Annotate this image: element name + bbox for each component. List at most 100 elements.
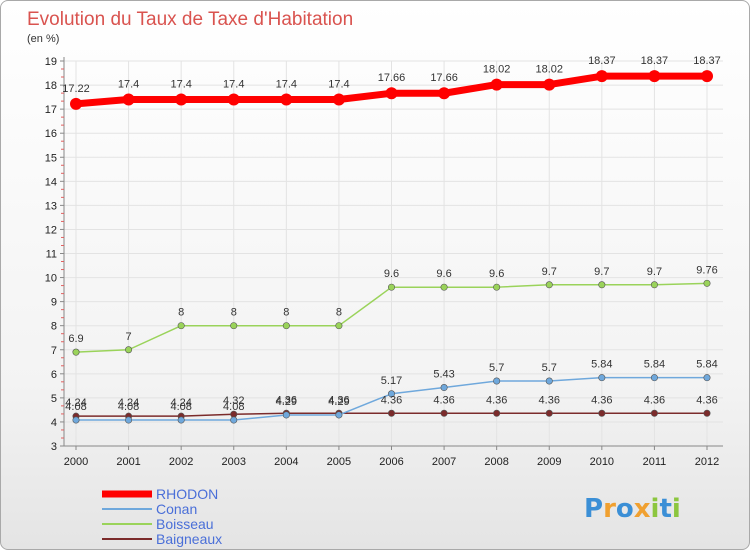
x-tick-label: 2000 — [64, 456, 88, 468]
data-label-boisseau: 7 — [126, 331, 132, 343]
data-point-boisseau — [598, 281, 606, 289]
y-tick-label: 10 — [45, 273, 57, 285]
data-label-conan: 5.7 — [542, 362, 557, 374]
data-label-boisseau: 9.6 — [489, 268, 504, 280]
data-point-rhodon — [438, 87, 451, 100]
data-label-boisseau: 9.6 — [384, 268, 399, 280]
data-point-rhodon — [701, 70, 713, 83]
y-tick-label: 11 — [46, 249, 57, 261]
data-label-rhodon: 18.37 — [693, 55, 721, 67]
data-label-rhodon: 17.4 — [170, 79, 191, 91]
data-labels: 4.24 4.24 4.24 4.32 4.36 4.36 4.36 4.36 4.36 4.36… — [62, 55, 721, 413]
logo-letter: o — [616, 494, 634, 524]
y-tick-label: 4 — [51, 417, 57, 429]
data-label-baigneaux: 4.36 — [381, 394, 402, 406]
data-point-rhodon — [490, 78, 503, 91]
data-point-baigneaux — [703, 409, 711, 417]
y-tick-label: 9 — [51, 297, 57, 309]
data-point-rhodon — [385, 87, 398, 100]
data-point-boisseau — [440, 283, 448, 291]
data-label-rhodon: 17.4 — [223, 79, 244, 91]
data-label-conan: 5.84 — [591, 359, 612, 371]
logo-letter: i — [672, 494, 681, 524]
y-tick-label: 14 — [45, 176, 57, 188]
y-tick-label: 15 — [45, 152, 57, 164]
x-tick-label: 2010 — [590, 456, 614, 468]
data-label-baigneaux: 4.36 — [486, 394, 507, 406]
data-point-boisseau — [703, 279, 711, 287]
data-point-conan — [335, 411, 343, 419]
x-tick-label: 2008 — [484, 456, 508, 468]
data-label-baigneaux: 4.36 — [591, 394, 612, 406]
data-label-conan: 5.7 — [489, 362, 504, 374]
y-tick-label: 3 — [51, 441, 57, 453]
data-label-rhodon: 17.4 — [118, 79, 139, 91]
data-label-boisseau: 8 — [231, 307, 237, 319]
data-label-rhodon: 18.02 — [483, 64, 511, 76]
legend-label-baigneaux: Baigneaux — [156, 531, 222, 547]
data-label-boisseau: 9.7 — [594, 266, 609, 278]
data-label-baigneaux: 4.36 — [328, 394, 349, 406]
data-point-conan — [230, 416, 238, 424]
data-point-boisseau — [335, 322, 343, 330]
y-tick-label: 19 — [45, 56, 57, 68]
data-label-boisseau: 9.76 — [696, 264, 717, 276]
data-label-baigneaux: 4.24 — [118, 397, 139, 409]
data-label-baigneaux: 4.24 — [170, 397, 191, 409]
data-label-conan: 4.08 — [65, 401, 86, 413]
data-label-conan: 4.29 — [328, 396, 349, 408]
data-label-boisseau: 6.9 — [68, 333, 83, 345]
y-tick-label: 5 — [51, 393, 57, 405]
data-point-conan — [650, 374, 658, 382]
data-point-rhodon — [70, 97, 82, 110]
logo-letter: x — [634, 494, 651, 524]
data-point-rhodon — [595, 70, 608, 83]
logo-letter: t — [659, 494, 671, 524]
data-point-conan — [282, 411, 290, 419]
y-tick-label: 7 — [51, 345, 57, 357]
data-point-rhodon — [175, 93, 188, 106]
series-lines — [70, 70, 713, 424]
y-tick-label: 17 — [45, 104, 57, 116]
x-tick-label: 2004 — [274, 456, 298, 468]
data-point-boisseau — [282, 322, 290, 330]
data-point-baigneaux — [598, 409, 606, 417]
data-label-boisseau: 9.7 — [542, 266, 557, 278]
data-point-baigneaux — [493, 409, 501, 417]
data-point-conan — [387, 390, 395, 398]
legend-label-boisseau: Boisseau — [156, 516, 214, 532]
y-axis-ticks: 3 4 5 6 7 8 9 10 11 12 13 14 15 16 17 18 19 — [45, 56, 64, 453]
data-point-rhodon — [280, 93, 293, 106]
y-tick-label: 6 — [51, 369, 57, 381]
data-point-conan — [177, 416, 185, 424]
grid-lines — [64, 60, 723, 447]
x-tick-label: 2007 — [432, 456, 456, 468]
data-point-baigneaux — [650, 409, 658, 417]
data-label-rhodon: 18.37 — [641, 55, 669, 67]
data-point-boisseau — [125, 346, 133, 354]
data-label-conan: 5.17 — [381, 375, 402, 387]
x-tick-label: 2011 — [643, 456, 667, 468]
data-point-conan — [545, 377, 553, 385]
data-label-boisseau: 8 — [336, 307, 342, 319]
data-label-boisseau: 8 — [283, 307, 289, 319]
data-point-baigneaux — [545, 409, 553, 417]
data-label-baigneaux: 4.36 — [433, 394, 454, 406]
data-point-baigneaux — [387, 409, 395, 417]
data-point-boisseau — [650, 281, 658, 289]
data-point-rhodon — [122, 93, 135, 106]
logo-letter: i — [651, 494, 660, 524]
x-axis-ticks: 2000 2001 2002 2003 2004 2005 2006 2007 2008 2009… — [64, 446, 719, 468]
y-axis-unit-label: (en %) — [27, 33, 59, 45]
data-label-baigneaux: 4.24 — [65, 397, 86, 409]
axes — [63, 57, 723, 447]
y-tick-label: 12 — [45, 224, 57, 236]
data-label-conan: 5.84 — [696, 359, 717, 371]
data-point-conan — [125, 416, 133, 424]
data-point-boisseau — [545, 281, 553, 289]
data-label-rhodon: 17.4 — [328, 79, 349, 91]
data-label-baigneaux: 4.32 — [223, 395, 244, 407]
proxiti-logo: Proxiti — [584, 494, 681, 524]
